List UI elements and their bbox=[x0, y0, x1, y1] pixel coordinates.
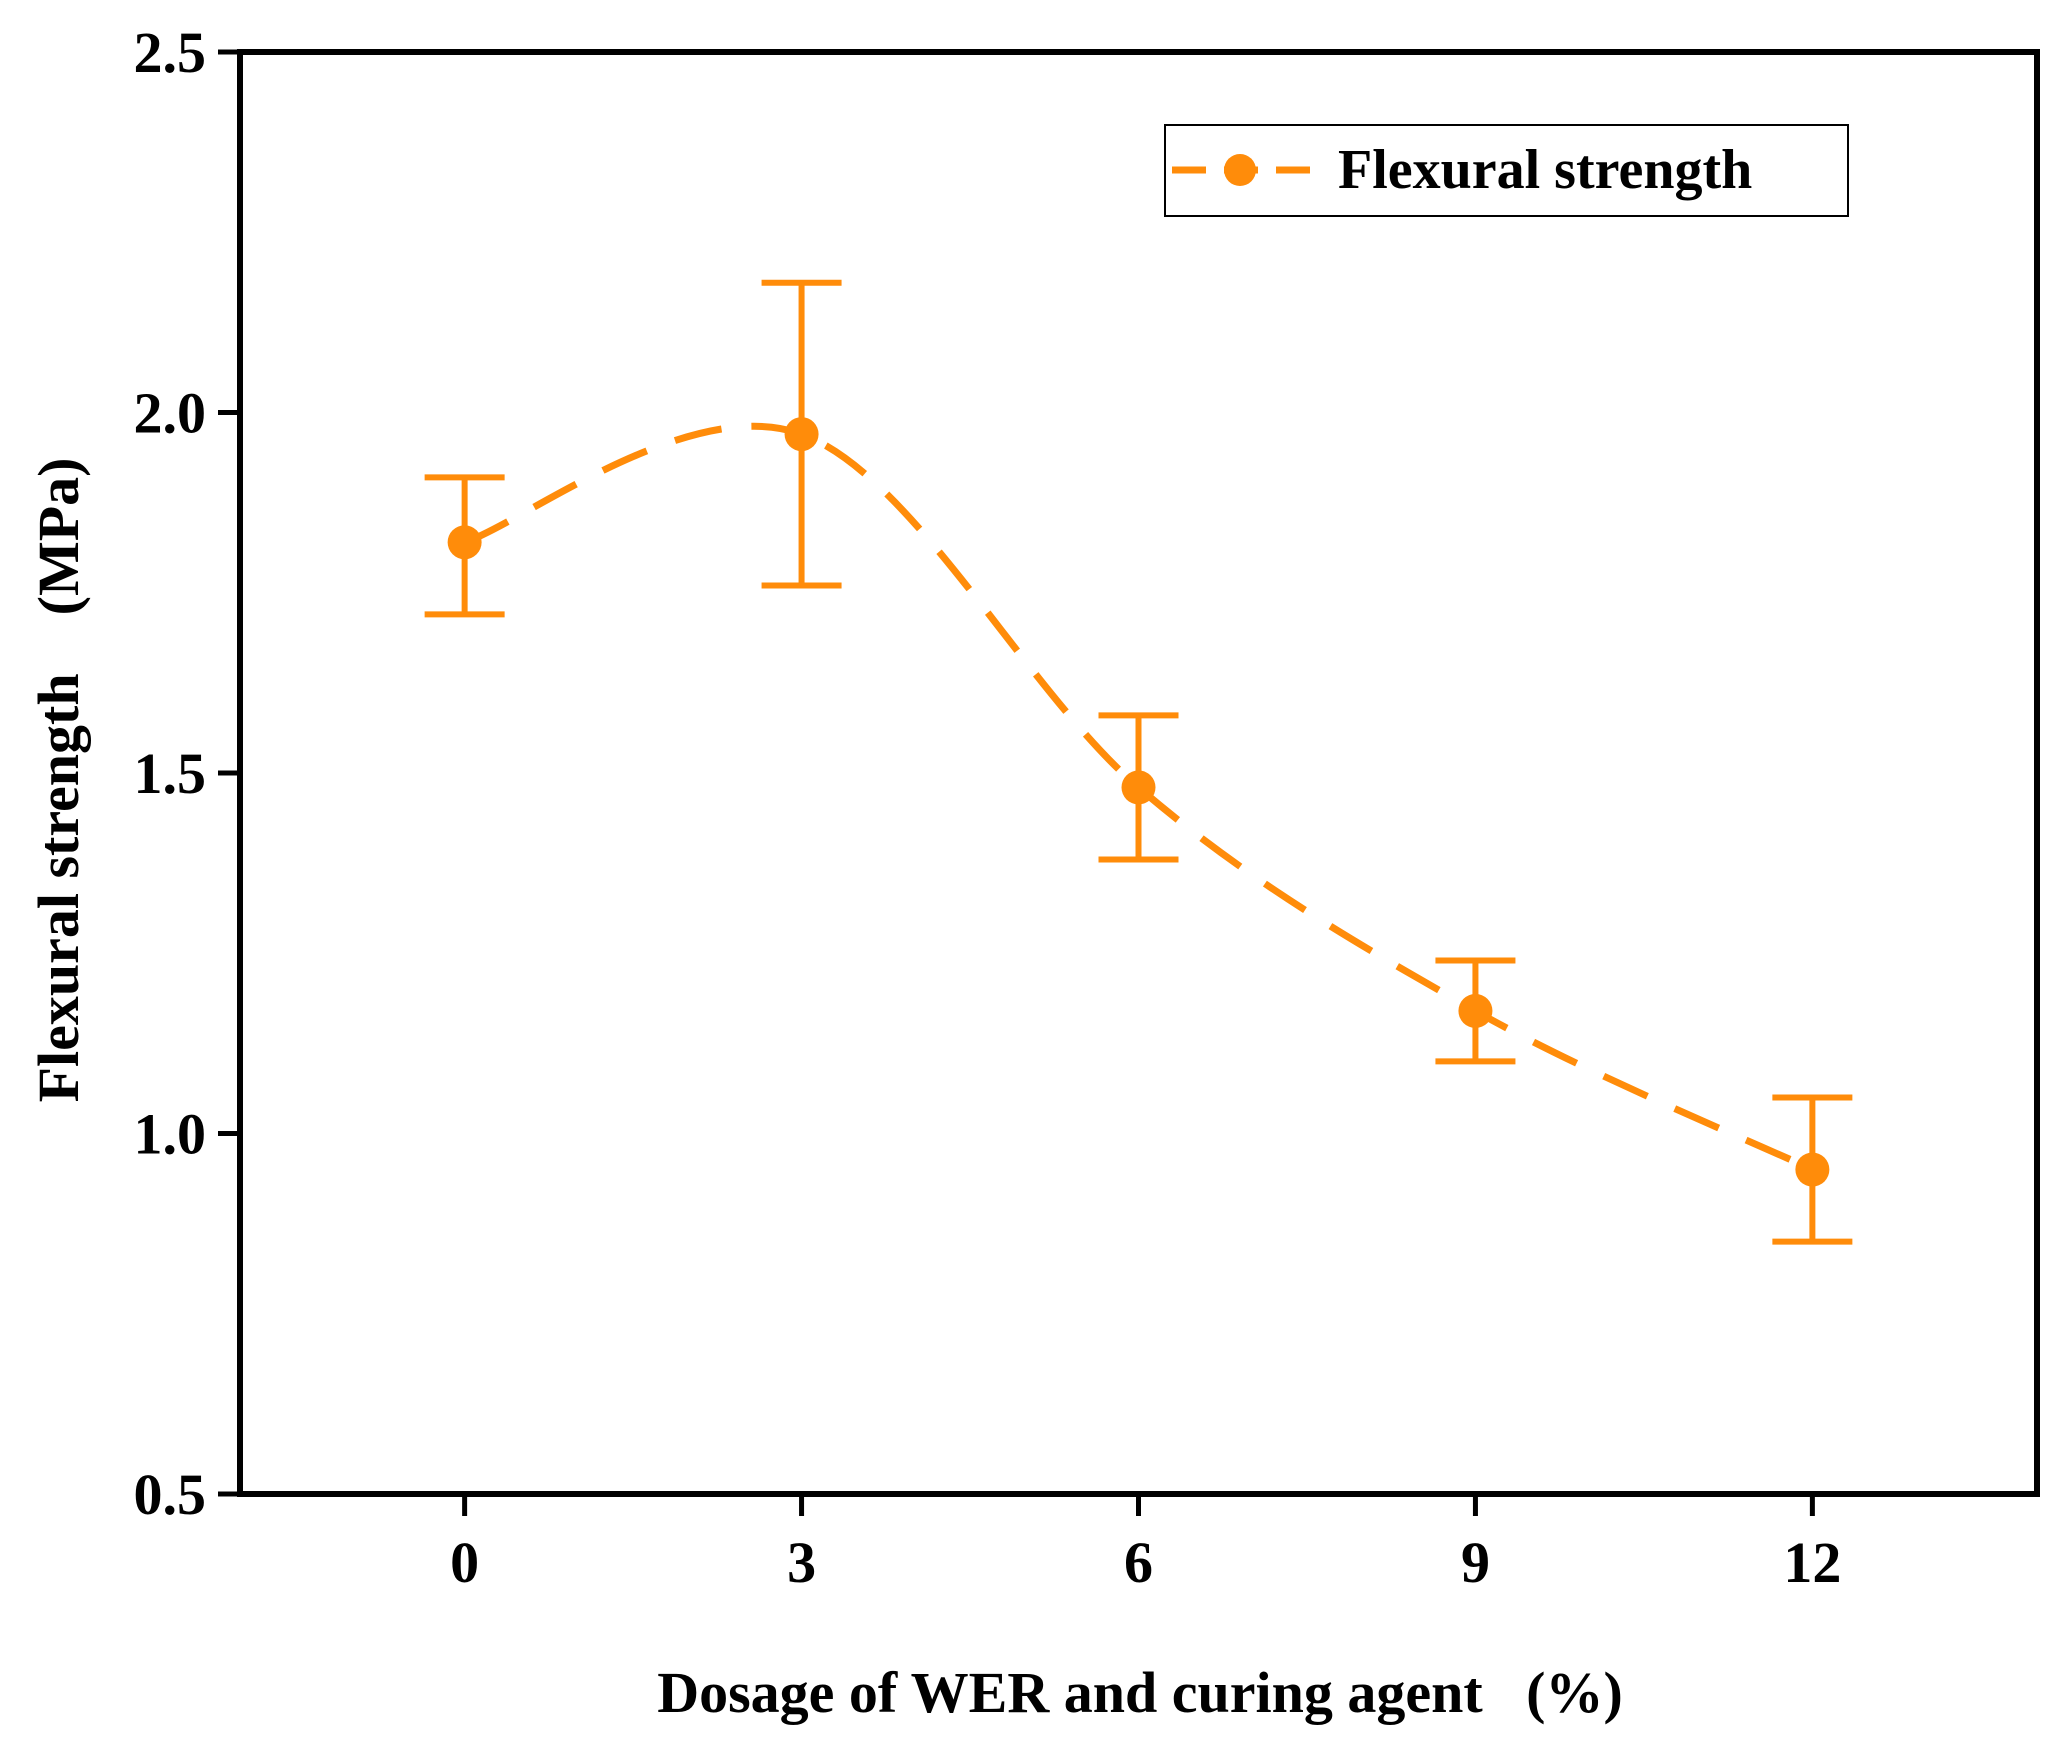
y-axis-label: Flexural strength (MPa) bbox=[26, 458, 91, 1103]
y-tick-label: 0.5 bbox=[134, 1462, 207, 1527]
data-point bbox=[784, 417, 819, 452]
legend-marker bbox=[1224, 154, 1256, 186]
legend-label: Flexural strength bbox=[1338, 139, 1752, 201]
x-tick-label: 0 bbox=[450, 1530, 479, 1595]
y-tick-label: 1.0 bbox=[134, 1102, 207, 1167]
x-tick-label: 12 bbox=[1783, 1530, 1841, 1595]
y-tick-label: 1.5 bbox=[134, 741, 207, 806]
data-point bbox=[1121, 770, 1156, 805]
y-tick-label: 2.0 bbox=[134, 381, 207, 446]
x-axis-label: Dosage of WER and curing agent (%) bbox=[657, 1660, 1623, 1725]
axes-layer: 0.5 1.0 1.5 2.0 2.5 0 3 6 9 12 bbox=[134, 20, 2040, 1595]
y-tick-label: 2.5 bbox=[134, 20, 207, 85]
x-tick-label: 6 bbox=[1124, 1530, 1153, 1595]
data-point bbox=[447, 525, 482, 560]
series-line-flexural-strength bbox=[463, 422, 1814, 1173]
x-tick-label: 9 bbox=[1461, 1530, 1490, 1595]
legend: Flexural strength bbox=[1164, 124, 1849, 217]
x-tick-label: 3 bbox=[787, 1530, 816, 1595]
plot-layer bbox=[424, 279, 1853, 1245]
data-point bbox=[1458, 993, 1493, 1028]
data-point bbox=[1795, 1152, 1830, 1187]
